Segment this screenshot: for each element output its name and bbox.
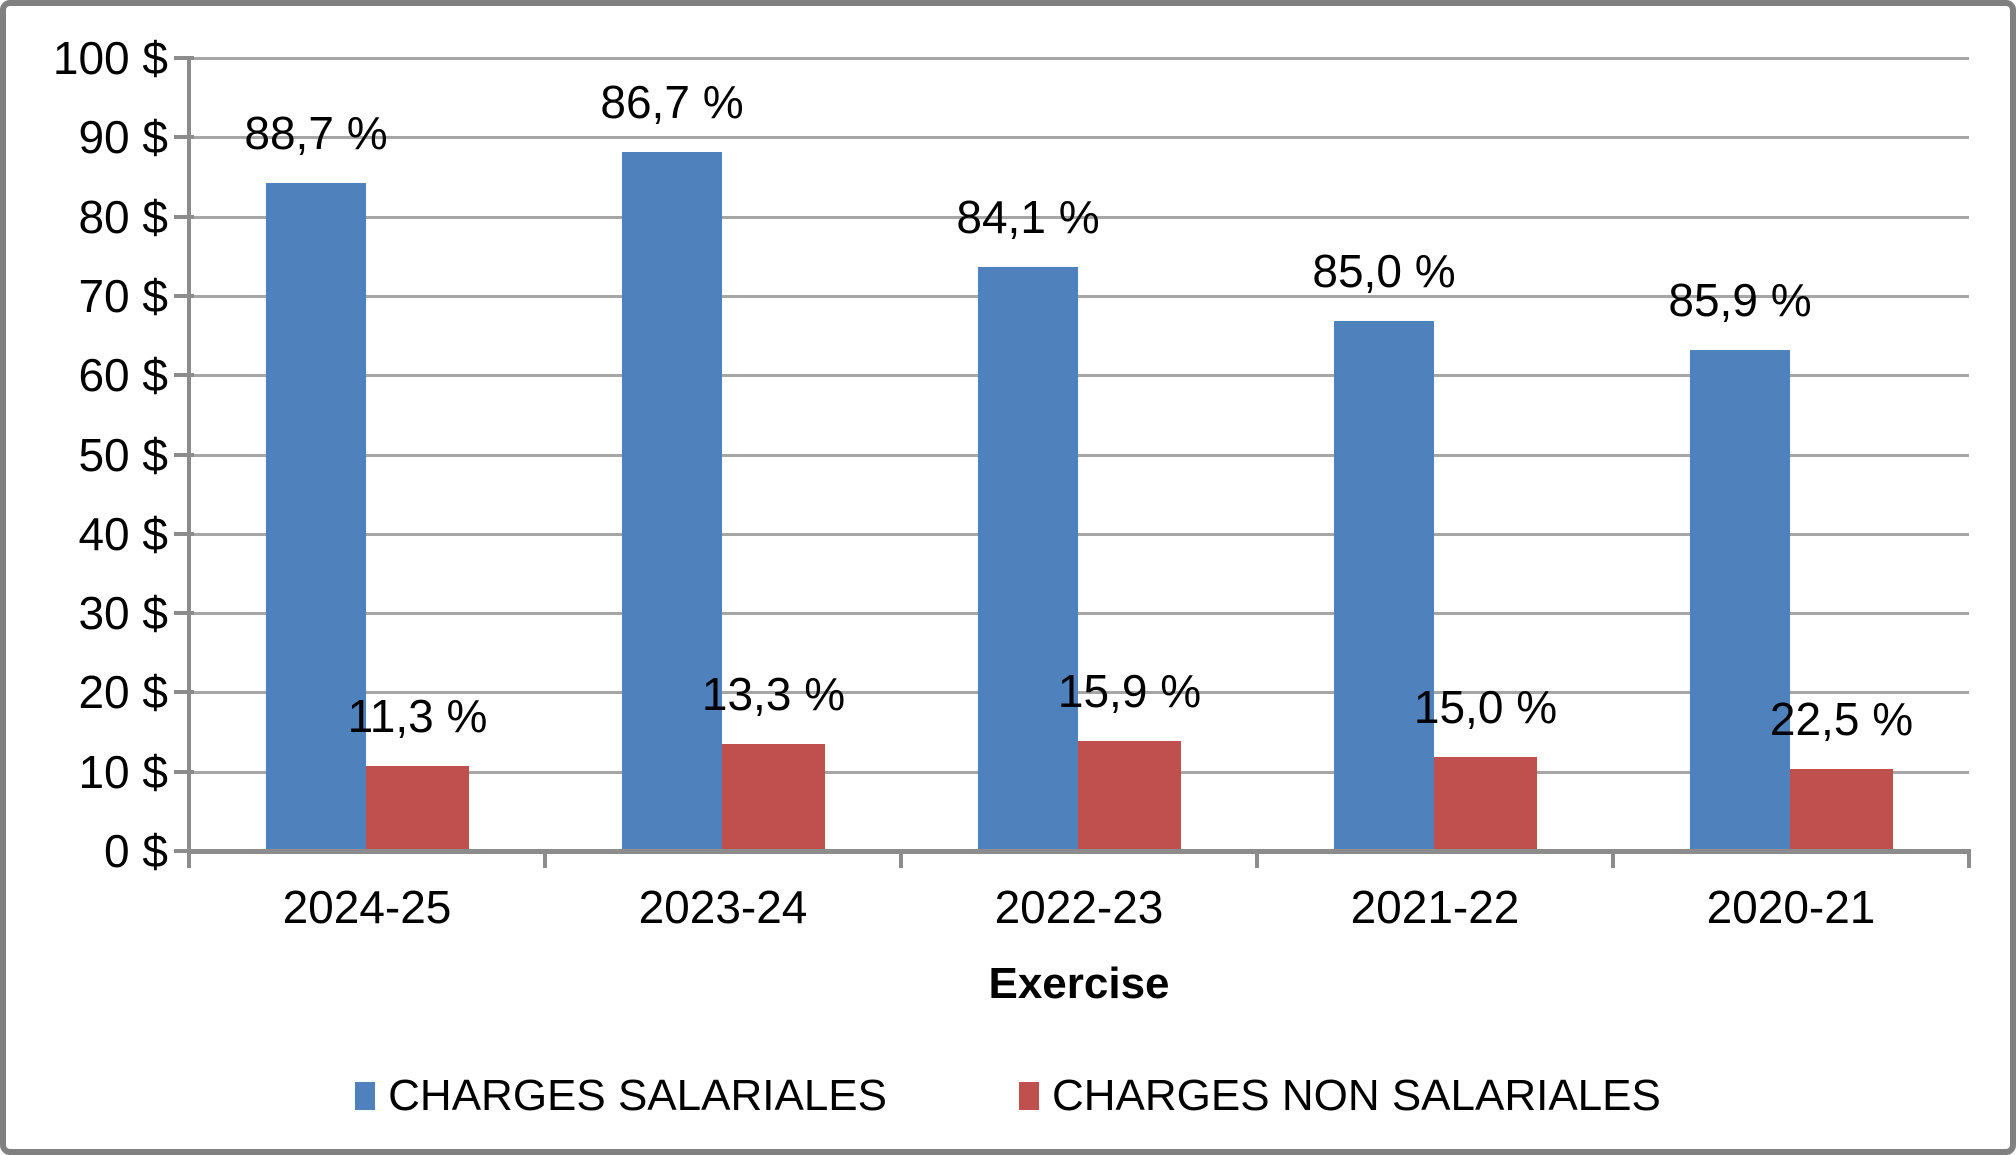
bar-salariales-2020-21 (1690, 349, 1790, 851)
legend-swatch-red-icon (1019, 1082, 1039, 1110)
ytick-label-6: 60 $ (78, 349, 168, 402)
gridline-80 (189, 215, 1969, 219)
gridline-30 (189, 612, 1969, 616)
legend-swatch-blue-icon (355, 1082, 376, 1110)
data-label-non-salariales-2020-21: 22,5 % (1769, 693, 1914, 746)
ytick-label-5: 50 $ (78, 428, 168, 481)
bar-non-salariales-2023-24 (722, 743, 825, 851)
legend-item-charges-non-salariales: CHARGES NON SALARIALES (1019, 1072, 1661, 1120)
gridline-20 (189, 691, 1969, 695)
ytick-label-9: 90 $ (78, 111, 168, 164)
gridline-90 (189, 136, 1969, 140)
data-label-non-salariales-2024-25: 11,3 % (347, 690, 488, 743)
gridline-70 (189, 294, 1969, 298)
ytick-label-10: 100 $ (52, 32, 168, 84)
ytick-mark-10 (174, 56, 194, 60)
xtick-mark-4 (1611, 851, 1615, 868)
ytick-mark-0 (174, 849, 194, 853)
ytick-mark-7 (174, 293, 194, 298)
data-label-salariales-2021-22: 85,0 % (1312, 245, 1456, 298)
legend-item-charges-salariales: CHARGES SALARIALES (355, 1072, 887, 1120)
xtick-mark-1 (543, 851, 547, 868)
xtick-mark-2 (899, 851, 903, 868)
ytick-mark-1 (174, 769, 194, 774)
ytick-label-8: 80 $ (78, 190, 168, 243)
data-label-salariales-2022-23: 84,1 % (956, 191, 1100, 244)
legend: CHARGES SALARIALES CHARGES NON SALARIALE… (6, 1072, 2010, 1120)
ytick-label-1: 10 $ (78, 745, 168, 798)
legend-label-charges-salariales: CHARGES SALARIALES (388, 1071, 887, 1120)
bar-non-salariales-2021-22 (1434, 756, 1537, 851)
ytick-mark-4 (174, 531, 194, 536)
category-label-2020-21: 2020-21 (1706, 881, 1876, 933)
ytick-label-7: 70 $ (78, 269, 168, 322)
ytick-mark-3 (174, 611, 194, 616)
x-axis-title: Exercise (988, 959, 1170, 1008)
gridline-50 (189, 453, 1969, 457)
category-label-2021-22: 2021-22 (1350, 881, 1520, 933)
ytick-mark-2 (174, 690, 194, 695)
data-label-non-salariales-2022-23: 15,9 % (1057, 664, 1202, 717)
gridline-40 (189, 532, 1969, 536)
data-label-non-salariales-2021-22: 15,0 % (1413, 680, 1558, 733)
gridline-60 (189, 374, 1969, 378)
bar-salariales-2023-24 (622, 152, 722, 851)
bar-salariales-2022-23 (978, 267, 1078, 851)
data-label-salariales-2024-25: 88,7 % (244, 107, 388, 160)
category-label-2023-24: 2023-24 (638, 881, 808, 933)
xtick-mark-5 (1967, 851, 1971, 868)
category-label-2022-23: 2022-23 (994, 881, 1164, 933)
ytick-mark-6 (174, 373, 194, 378)
ytick-label-0: 0 $ (104, 825, 168, 877)
y-axis-line (187, 58, 191, 868)
x-axis-line (187, 849, 1971, 854)
category-label-2024-25: 2024-25 (282, 881, 452, 933)
xtick-mark-3 (1255, 851, 1259, 868)
legend-label-charges-non-salariales: CHARGES NON SALARIALES (1052, 1071, 1661, 1120)
ytick-mark-9 (174, 135, 194, 140)
data-label-salariales-2020-21: 85,9 % (1668, 273, 1812, 326)
data-label-salariales-2023-24: 86,7 % (600, 76, 744, 129)
bar-non-salariales-2024-25 (366, 766, 469, 851)
ytick-label-4: 40 $ (78, 507, 168, 560)
data-label-non-salariales-2023-24: 13,3 % (701, 667, 846, 720)
ytick-label-2: 20 $ (78, 666, 168, 719)
bar-non-salariales-2022-23 (1078, 740, 1181, 851)
ytick-label-3: 30 $ (78, 587, 168, 640)
gridline-100 (189, 57, 1969, 60)
bar-non-salariales-2020-21 (1790, 769, 1893, 851)
bar-salariales-2021-22 (1334, 321, 1434, 851)
ytick-mark-8 (174, 214, 194, 219)
ytick-mark-5 (174, 452, 194, 457)
bar-salariales-2024-25 (266, 183, 366, 851)
